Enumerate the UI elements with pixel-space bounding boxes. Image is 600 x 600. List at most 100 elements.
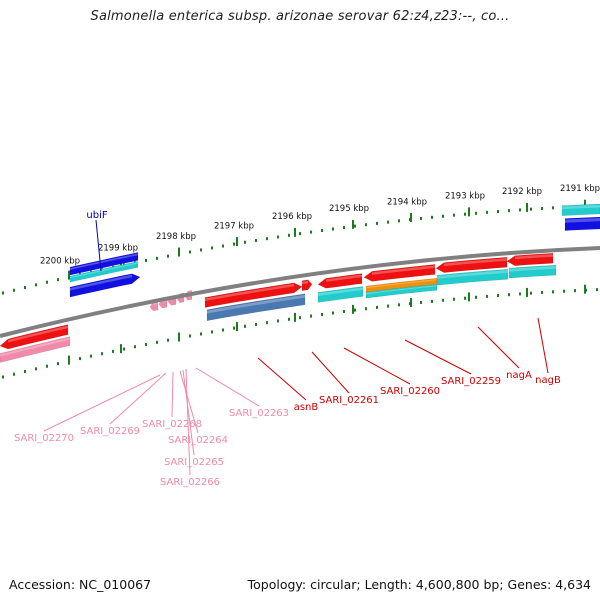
scale-tick-minor xyxy=(90,354,92,358)
scale-tick-minor xyxy=(321,228,323,232)
scale-tick-minor xyxy=(156,340,158,344)
scale-tick-minor xyxy=(24,286,26,290)
scale-tick-major xyxy=(526,287,528,297)
gene-feature xyxy=(301,279,313,291)
gene-label-sari_02269[interactable]: SARI_02269 xyxy=(80,426,140,437)
scale-tick-minor xyxy=(365,307,367,311)
label-leader-lines xyxy=(43,219,549,476)
scale-label: 2191 kbp xyxy=(560,184,600,194)
scale-tick-minor xyxy=(486,294,488,298)
gene-label-sari_02264[interactable]: SARI_02264 xyxy=(168,435,228,446)
gene-feature xyxy=(317,273,363,289)
gene-feature xyxy=(506,253,554,266)
leader-line xyxy=(95,219,102,272)
gene-highlight xyxy=(205,283,294,301)
scale-tick-minor xyxy=(508,209,510,213)
leader-line xyxy=(109,372,167,425)
scale-tick-major xyxy=(236,237,238,247)
gene-feature xyxy=(508,264,557,279)
leader-line xyxy=(311,351,350,394)
scale-tick-minor xyxy=(343,226,345,230)
scale-tick-major xyxy=(468,292,470,302)
gene-feature xyxy=(363,264,436,282)
leader-line xyxy=(182,369,195,456)
scale-tick-minor xyxy=(189,250,191,254)
scale-tick-minor xyxy=(46,280,48,284)
scale-tick-minor xyxy=(134,345,136,349)
gene-label-sari_02266[interactable]: SARI_02266 xyxy=(160,477,220,488)
scale-tick-minor xyxy=(189,334,191,338)
scale-tick-minor xyxy=(365,223,367,227)
gene-label-sari_02259[interactable]: SARI_02259 xyxy=(441,376,501,387)
leader-line xyxy=(185,368,191,476)
scale-tick-minor xyxy=(420,300,422,304)
gene-label-asnb[interactable]: asnB xyxy=(294,402,319,413)
scale-tick-minor xyxy=(475,295,477,299)
scale-tick-minor xyxy=(222,244,224,248)
inner-scale-ticks xyxy=(2,284,598,379)
gene-highlight xyxy=(0,337,70,357)
gene-features[interactable] xyxy=(0,203,600,363)
gene-label-ubiF[interactable]: ubiF xyxy=(86,210,107,221)
gene-label-sari_02263[interactable]: SARI_02263 xyxy=(229,408,289,419)
gene-label-naga[interactable]: nagA xyxy=(506,370,532,381)
gene-highlight xyxy=(326,274,362,282)
map-title: Salmonella enterica subsp. arizonae sero… xyxy=(90,9,510,24)
scale-tick-minor xyxy=(233,326,235,330)
scale-tick-minor xyxy=(299,232,301,236)
scale-tick-minor xyxy=(420,216,422,220)
scale-tick-minor xyxy=(244,240,246,244)
scale-tick-minor xyxy=(464,212,466,216)
gene-label-nagb[interactable]: nagB xyxy=(535,375,561,386)
scale-tick-minor xyxy=(541,290,543,294)
scale-label: 2200 kbp xyxy=(40,256,80,266)
gene-label-sari_02268[interactable]: SARI_02268 xyxy=(142,419,202,430)
scale-tick-minor xyxy=(13,288,15,292)
leader-line xyxy=(537,317,549,374)
scale-label: 2197 kbp xyxy=(214,221,254,231)
scale-tick-minor xyxy=(442,214,444,218)
scale-tick-major xyxy=(294,227,296,237)
scale-tick-minor xyxy=(167,338,169,342)
scale-tick-minor xyxy=(200,248,202,252)
scale-tick-minor xyxy=(266,237,268,241)
leader-line xyxy=(404,339,472,375)
scale-tick-minor xyxy=(519,208,521,212)
gene-label-sari_02265[interactable]: SARI_02265 xyxy=(164,457,224,468)
scale-tick-major xyxy=(178,332,180,342)
scale-tick-minor xyxy=(475,211,477,215)
scale-tick-minor xyxy=(376,221,378,225)
scale-tick-minor xyxy=(508,293,510,297)
scale-tick-minor xyxy=(453,213,455,217)
scale-tick-minor xyxy=(57,362,59,366)
gene-highlight xyxy=(444,258,507,267)
accession-label: Accession: NC_010067 xyxy=(9,577,152,592)
gene-feature xyxy=(564,216,600,231)
scale-labels: 2200 kbp 2199 kbp 2198 kbp 2197 kbp 2196 kbp… xyxy=(40,184,600,267)
scale-tick-minor xyxy=(398,219,400,223)
scale-tick-minor xyxy=(376,305,378,309)
gene-label-sari_02270[interactable]: SARI_02270 xyxy=(14,433,74,444)
leader-line xyxy=(179,370,199,434)
gene-label-sari_02260[interactable]: SARI_02260 xyxy=(380,386,440,397)
scale-tick-major xyxy=(178,247,180,257)
scale-tick-minor xyxy=(167,254,169,258)
scale-tick-minor xyxy=(145,343,147,347)
scale-tick-minor xyxy=(13,372,15,376)
scale-tick-minor xyxy=(530,207,532,211)
leader-line xyxy=(257,357,307,401)
scale-tick-minor xyxy=(596,288,598,292)
scale-tick-minor xyxy=(46,364,48,368)
scale-tick-minor xyxy=(563,289,565,293)
gene-highlight xyxy=(70,274,132,291)
gene-feature xyxy=(561,203,600,217)
scale-tick-minor xyxy=(255,322,257,326)
scale-tick-major xyxy=(468,207,470,217)
gene-label-sari_02261[interactable]: SARI_02261 xyxy=(319,395,379,406)
scale-label: 2196 kbp xyxy=(272,212,312,222)
scale-tick-minor xyxy=(244,324,246,328)
scale-tick-minor xyxy=(233,242,235,246)
genome-backbone xyxy=(0,246,600,338)
